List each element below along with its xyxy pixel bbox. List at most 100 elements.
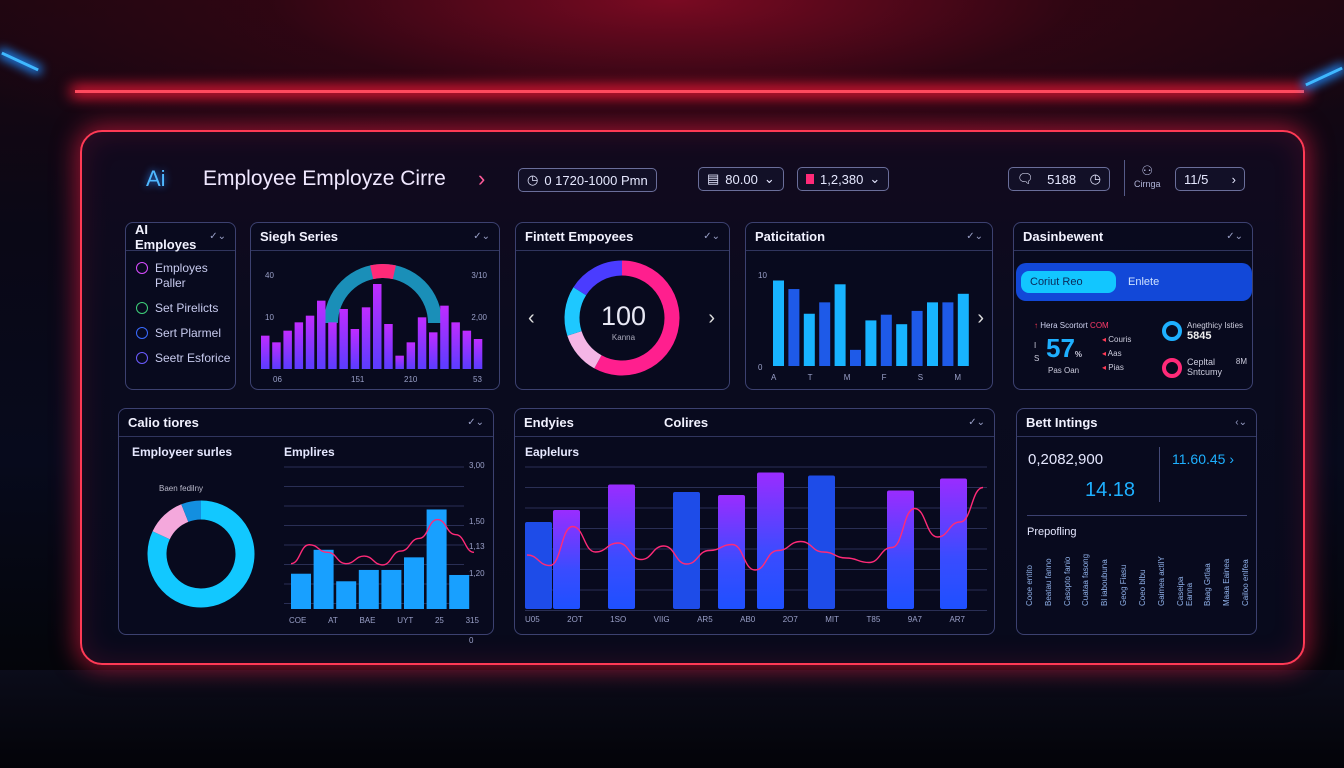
circle-icon <box>136 302 148 314</box>
divider <box>1159 447 1160 502</box>
chevron-down-icon[interactable]: ✓⌄ <box>209 231 226 242</box>
metric-value: 0,2082,900 <box>1028 451 1104 468</box>
bar <box>291 573 311 609</box>
bar <box>381 569 402 609</box>
card-title: Bett Intings <box>1026 415 1098 430</box>
legend-item: ◂ Pias <box>1102 363 1124 372</box>
user-button[interactable]: ⚇ Cirnga <box>1134 163 1161 189</box>
x-tick: UYT <box>397 616 414 625</box>
single-series-chart <box>261 264 483 369</box>
chevron-down-icon[interactable]: ✓⌄ <box>703 231 720 242</box>
bar <box>361 307 371 369</box>
x-tick: AT <box>328 616 338 625</box>
menu-item[interactable]: Set Pirelicts <box>136 301 235 316</box>
bar <box>803 313 815 366</box>
count-dropdown[interactable]: 1,2,380 ⌄ <box>797 167 890 191</box>
y-tick: 1,13 <box>469 542 485 551</box>
kpi-ring-icon <box>1162 358 1182 378</box>
x-tick: 1SO <box>610 615 627 624</box>
y-tick: 10 <box>265 313 274 322</box>
bar <box>834 284 846 366</box>
value-dropdown[interactable]: ▤ 80.00 ⌄ <box>698 167 784 191</box>
endyies-combo-chart <box>525 466 987 611</box>
card-title: Endyies <box>524 415 574 430</box>
column-label: Cailoo enlfea <box>1240 559 1250 606</box>
bar <box>880 314 892 366</box>
series-line <box>526 486 984 571</box>
kpi-ring-icon <box>1162 321 1182 341</box>
circle-icon <box>136 262 148 274</box>
bar <box>417 317 427 369</box>
toggle-option-active[interactable]: Coriut Reo <box>1021 271 1116 293</box>
next-arrow-icon[interactable]: › <box>977 307 984 329</box>
bar <box>525 522 552 609</box>
chevron-down-icon[interactable]: ✓⌄ <box>968 417 985 428</box>
y-tick: 0 <box>758 363 763 372</box>
chevron-right-icon: › <box>1231 171 1236 187</box>
chevron-down-icon[interactable]: ✓⌄ <box>1226 231 1243 242</box>
single-series-card: Siegh Series ✓⌄ 40 10 3/10 2,00 06 151 21… <box>250 222 500 390</box>
time-range-button[interactable]: ◷ 0 1720-1000 Pmn <box>518 168 657 192</box>
bar <box>358 569 379 609</box>
menu-item[interactable]: Seetr Esforice <box>136 351 235 366</box>
bar <box>449 574 470 609</box>
bar <box>608 484 635 609</box>
chat-icon: 🗨 <box>1017 171 1034 186</box>
menu-item[interactable]: Employes Paller <box>136 261 235 291</box>
x-tick: T85 <box>866 615 881 624</box>
prev-arrow-icon[interactable]: ‹ <box>528 307 535 329</box>
x-tick: AB0 <box>740 615 756 624</box>
donut-slice <box>567 330 602 369</box>
bar <box>673 492 700 609</box>
donut-slice <box>147 500 255 608</box>
neon-light <box>75 90 1304 93</box>
donut-center-value: 100 <box>600 301 647 331</box>
fintett-employees-card: Fintett Empoyees ✓⌄ ‹ › 100 Kanna <box>515 222 730 390</box>
donut-center-label: Kanna <box>611 333 636 342</box>
divider <box>1124 160 1125 196</box>
bar <box>350 329 360 369</box>
metric-link[interactable]: 11.60.45 › <box>1172 451 1235 467</box>
bar <box>462 330 472 369</box>
y-tick: 2,00 <box>471 313 487 322</box>
chevron-down-icon[interactable]: ✓⌄ <box>473 231 490 242</box>
series-line <box>290 518 475 566</box>
card-title: AI Employes <box>135 221 197 252</box>
card-title: Paticitation <box>755 229 826 244</box>
y-tick: 1,50 <box>469 517 485 526</box>
bar <box>788 289 800 366</box>
y-tick: 40 <box>265 271 274 280</box>
next-arrow-icon[interactable]: › <box>708 307 715 329</box>
chevron-down-icon[interactable]: ✓⌄ <box>966 231 983 242</box>
legend-item: ◂ Couris <box>1102 335 1132 344</box>
bar <box>553 510 580 609</box>
x-tick: AR7 <box>949 615 965 624</box>
chevron-right-icon: › <box>1229 451 1235 467</box>
bar <box>819 302 831 366</box>
toggle-option[interactable]: Enlete <box>1128 276 1160 288</box>
chevron-down-icon: ⌄ <box>763 171 775 186</box>
chevron-right-icon[interactable]: › <box>478 166 486 191</box>
column-label: Cooe entito <box>1025 565 1034 606</box>
bar <box>339 309 348 369</box>
x-tick: 53 <box>473 375 482 384</box>
chevron-down-icon[interactable]: ✓⌄ <box>467 417 484 428</box>
column-label: Maaa Eainea <box>1222 558 1232 606</box>
messages-button[interactable]: 🗨 5188 ◷ <box>1008 167 1110 191</box>
chevron-down-icon[interactable]: ‹⌄ <box>1235 417 1247 428</box>
pagination-button[interactable]: 11/5 › <box>1175 167 1245 191</box>
column-label: Beatau fanno <box>1043 558 1053 606</box>
menu-item[interactable]: Sert Plarmel <box>136 326 235 341</box>
circle-icon <box>136 352 148 364</box>
bar <box>896 324 908 366</box>
donut-label: Baen fedilny <box>159 484 204 493</box>
x-tick: VIIG <box>653 615 670 624</box>
user-icon: ⚇ <box>1141 163 1154 178</box>
stat-sub: Pas Oan <box>1048 366 1080 375</box>
stat-label: ↑ Hera Scortort COM <box>1034 321 1109 330</box>
bar <box>773 280 784 366</box>
bar <box>283 330 292 369</box>
gauge-marker <box>370 264 396 280</box>
bar <box>957 293 969 366</box>
calio-tiores-card: Calio tiores ✓⌄ Employeer surles Emplires… <box>118 408 494 645</box>
